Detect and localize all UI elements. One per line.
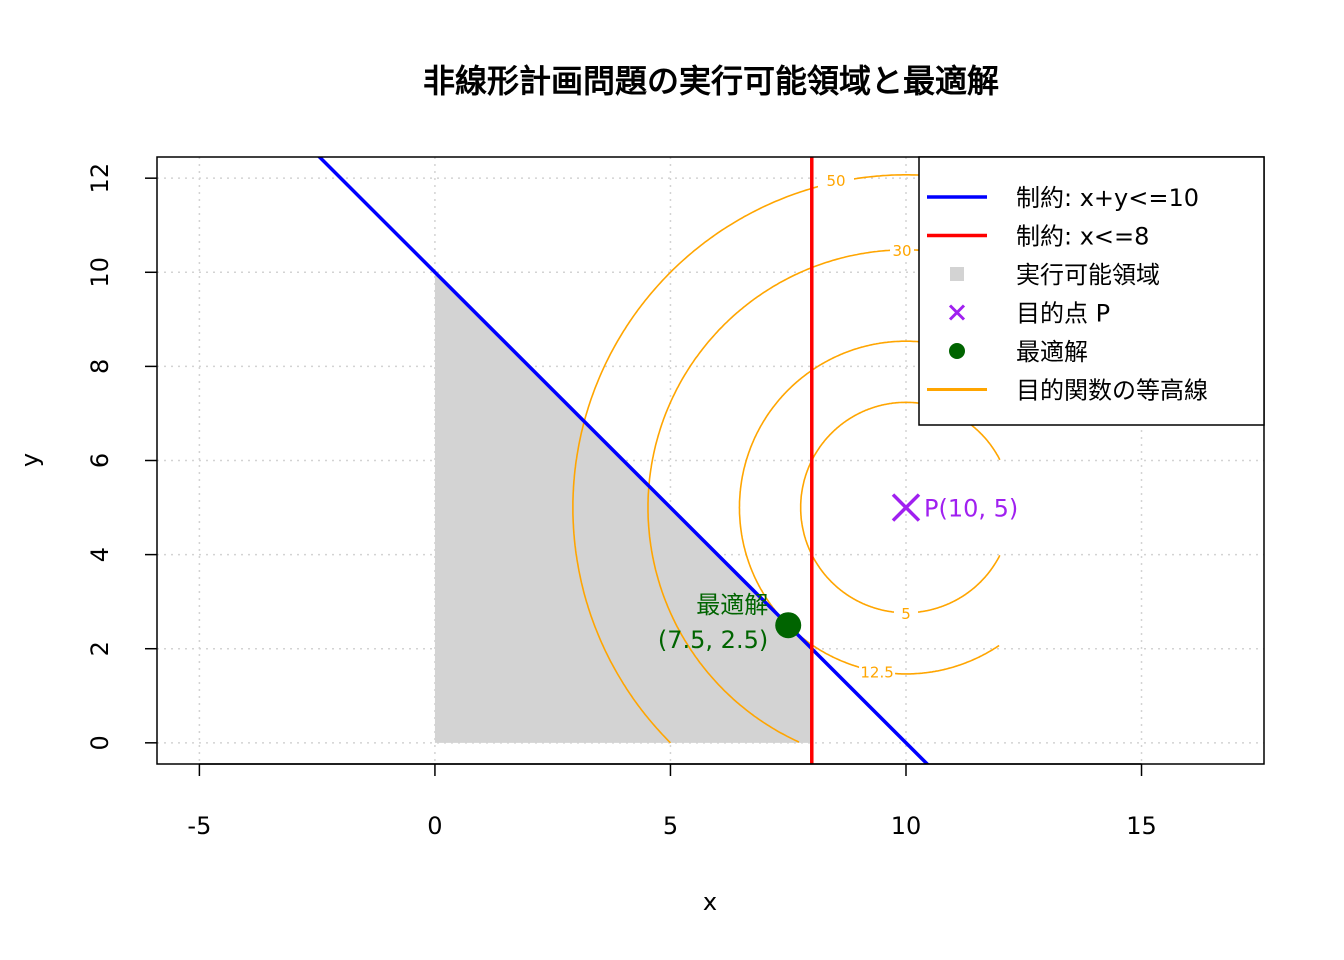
contour-label-bg (889, 239, 914, 260)
legend-label: 最適解 (1016, 338, 1088, 366)
legend-key-cross (948, 304, 966, 321)
y-axis-label: y (16, 453, 44, 467)
y-tick-label: 10 (86, 257, 114, 288)
legend-label: 目的点 P (1016, 300, 1110, 328)
annotations: P(10, 5) 最適解 (7.5, 2.5) (658, 493, 1018, 654)
plot-data: 5 12.5 30 50 (317, 157, 1001, 764)
feasible-region (434, 272, 812, 743)
chart-title: 非線形計画問題の実行可能領域と最適解 (423, 62, 999, 100)
contour-label: 50 (826, 172, 845, 190)
optimal-point-label: 最適解 (696, 591, 768, 619)
contour-label-bg (893, 602, 918, 623)
contour-label: 5 (901, 605, 911, 623)
legend-key-swatch (950, 267, 964, 281)
legend-box (918, 156, 1265, 426)
legend-key-dot (949, 343, 965, 359)
x-axis-label: x (703, 888, 717, 916)
x-axis: -5 0 5 10 15 (187, 763, 1157, 840)
contour-label: 12.5 (860, 663, 893, 681)
optimal-point-marker (775, 612, 802, 639)
optimal-point-coords: (7.5, 2.5) (658, 626, 768, 654)
constraint-line-x-plus-y (317, 157, 930, 764)
y-tick-label: 12 (86, 163, 114, 194)
x-tick-label: 5 (663, 812, 678, 840)
legend-label: 目的関数の等高線 (1016, 377, 1208, 405)
x-tick-label: 10 (891, 812, 922, 840)
y-tick-label: 8 (86, 359, 114, 374)
legend-label: 制約: x+y<=10 (1016, 184, 1199, 212)
contour-label-bg (817, 169, 854, 190)
y-axis: 0 2 4 6 8 10 12 (86, 163, 157, 750)
target-point-marker (891, 493, 921, 522)
target-point-label: P(10, 5) (924, 495, 1018, 523)
contour-label-bg (859, 661, 896, 682)
legend-label: 制約: x<=8 (1016, 223, 1149, 251)
legend-label: 実行可能領域 (1016, 261, 1160, 289)
contour-line (647, 249, 999, 743)
y-tick-label: 0 (86, 735, 114, 750)
x-tick-label: -5 (187, 812, 211, 840)
x-tick-label: 15 (1126, 812, 1157, 840)
y-tick-label: 6 (86, 453, 114, 468)
y-tick-label: 2 (86, 641, 114, 656)
x-tick-label: 0 (427, 812, 442, 840)
contour-label: 30 (892, 242, 911, 260)
y-tick-label: 4 (86, 547, 114, 562)
